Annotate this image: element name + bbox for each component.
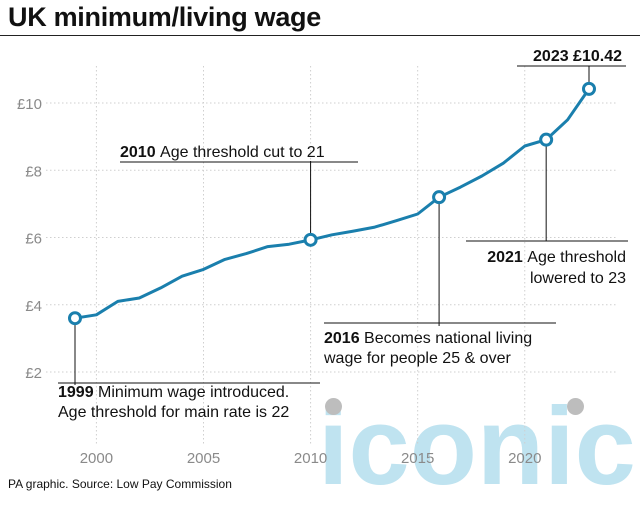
x-tick-label: 2015	[401, 450, 434, 467]
annotation-body: Age threshold	[527, 249, 626, 266]
y-tick-label: £10	[17, 96, 42, 113]
title-rule	[0, 35, 640, 36]
annotation-body: Age threshold cut to 21	[160, 144, 325, 161]
annotation-text: lowered to 23	[530, 270, 626, 287]
annotation-year: 2010	[120, 144, 160, 161]
tick-labels: £2 £4 £6 £8 £10 2000 2005 2010 2015 2020	[17, 96, 541, 467]
annotation-text: wage for people 25 & over	[323, 350, 511, 367]
x-tick-label: 2010	[294, 450, 327, 467]
annotation-text: 1999 Minimum wage introduced.	[58, 384, 289, 401]
data-marker	[539, 132, 554, 147]
data-marker	[432, 190, 447, 205]
markers	[68, 81, 596, 326]
data-marker	[582, 81, 596, 96]
y-tick-label: £6	[25, 231, 42, 248]
data-marker	[68, 311, 82, 326]
source-note: PA graphic. Source: Low Pay Commission	[8, 477, 232, 491]
annotation-body: Becomes national living	[364, 330, 532, 347]
annotation-year: 1999	[58, 384, 98, 401]
annotation-text: Age threshold for main rate is 22	[58, 404, 289, 421]
annotation-year: 2016	[324, 330, 364, 347]
x-tick-label: 2000	[80, 450, 113, 467]
series-line	[73, 87, 591, 320]
watermark-dot-1	[325, 398, 342, 415]
y-tick-label: £8	[25, 163, 42, 180]
annotation-body: Minimum wage introduced.	[98, 384, 289, 401]
annotation-text: 2021 Age threshold	[487, 249, 626, 266]
x-tick-label: 2005	[187, 450, 220, 467]
x-tick-label: 2020	[508, 450, 541, 467]
annotation-year: 2021	[487, 249, 527, 266]
y-tick-label: £4	[25, 298, 42, 315]
data-marker	[303, 232, 318, 247]
chart-title: UK minimum/living wage	[8, 2, 321, 32]
annotation-text: 2010 Age threshold cut to 21	[120, 144, 325, 161]
chart: £2 £4 £6 £8 £10 2000 2005 2010 2015 2020 1999 Min…	[17, 48, 628, 467]
grid	[46, 66, 618, 445]
annotation-texts: 1999 Minimum wage introduced. Age thresho…	[58, 48, 626, 421]
annotation-text: 2016 Becomes national living	[324, 330, 532, 347]
watermark-dot-2	[567, 398, 584, 415]
y-tick-label: £2	[25, 365, 42, 382]
annotation-text: 2023 £10.42	[533, 48, 622, 65]
